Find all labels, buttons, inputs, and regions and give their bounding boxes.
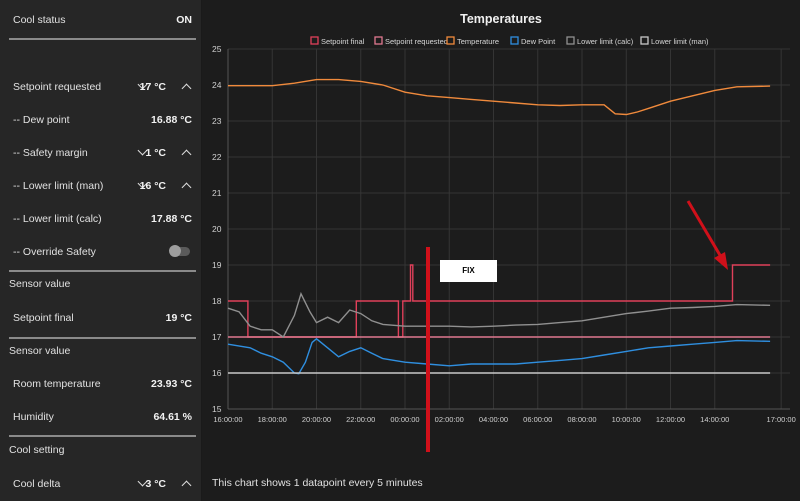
lower-limit-man-label: -- Lower limit (man) <box>13 180 104 192</box>
x-tick-label: 10:00:00 <box>612 415 641 424</box>
x-tick-label: 17:00:00 <box>767 415 796 424</box>
series-line-temperature <box>228 78 771 116</box>
chart-footnote: This chart shows 1 datapoint every 5 min… <box>212 477 423 489</box>
lower-limit-calc-value: 17.88 °C <box>151 213 192 225</box>
toggle-knob <box>169 245 181 257</box>
cool-status-label: Cool status <box>13 14 66 26</box>
legend-swatch <box>510 36 519 45</box>
x-tick-label: 12:00:00 <box>656 415 685 424</box>
series-line-dew-point <box>227 337 771 375</box>
cool-delta-label: Cool delta <box>13 478 61 490</box>
override-safety-row: -- Override Safety <box>0 239 202 265</box>
x-tick-label: 02:00:00 <box>435 415 464 424</box>
x-tick-label: 22:00:00 <box>346 415 375 424</box>
humidity-value: 64.61 % <box>153 411 192 423</box>
override-safety-toggle[interactable] <box>169 245 190 257</box>
cool-status-row: Cool status ON <box>0 7 202 33</box>
y-tick-label: 18 <box>212 296 222 306</box>
room-temperature-row: Room temperature 23.93 °C <box>0 371 202 397</box>
legend-label: Lower limit (man) <box>651 37 709 46</box>
dew-point-label: -- Dew point <box>13 114 70 126</box>
override-safety-label: -- Override Safety <box>13 246 96 258</box>
y-tick-label: 20 <box>212 224 222 234</box>
cool-status-value: ON <box>176 14 192 26</box>
setpoint-final-value: 19 °C <box>165 312 192 324</box>
y-tick-label: 23 <box>212 116 222 126</box>
chevron-up-icon[interactable] <box>181 182 192 193</box>
humidity-label: Humidity <box>13 411 54 423</box>
legend-label: Dew Point <box>521 37 556 46</box>
lower-limit-calc-label: -- Lower limit (calc) <box>13 213 102 225</box>
divider <box>9 38 196 40</box>
cool-delta-row: Cool delta 3 °C <box>0 471 202 497</box>
x-tick-label: 16:00:00 <box>213 415 242 424</box>
x-tick-label: 14:00:00 <box>700 415 729 424</box>
red-arrow-shaft <box>686 200 726 263</box>
divider <box>9 337 196 339</box>
sensor-value-heading: Sensor value <box>9 345 71 357</box>
legend-swatch <box>374 36 383 45</box>
settings-sidebar: Cool status ON Setpoint requested 17 °C … <box>0 0 202 501</box>
dew-point-value: 16.88 °C <box>151 114 192 126</box>
chevron-up-icon[interactable] <box>181 149 192 160</box>
chevron-up-icon[interactable] <box>181 83 192 94</box>
room-temperature-value: 23.93 °C <box>151 378 192 390</box>
setpoint-requested-row: Setpoint requested 17 °C <box>0 74 202 100</box>
x-tick-label: 20:00:00 <box>302 415 331 424</box>
x-tick-label: 06:00:00 <box>523 415 552 424</box>
temperature-chart-panel: Temperatures Setpoint final Setpoint requ… <box>202 0 800 501</box>
y-tick-label: 25 <box>212 44 222 54</box>
chevron-up-icon[interactable] <box>181 480 192 491</box>
chart-title: Temperatures <box>460 12 542 26</box>
legend-label: Setpoint final <box>321 37 365 46</box>
humidity-row: Humidity 64.61 % <box>0 404 202 430</box>
x-tick-label: 00:00:00 <box>390 415 419 424</box>
divider <box>9 435 196 437</box>
lower-limit-man-row: -- Lower limit (man) 16 °C <box>0 173 202 199</box>
y-tick-label: 19 <box>212 260 222 270</box>
y-tick-label: 21 <box>212 188 222 198</box>
lower-limit-calc-row: -- Lower limit (calc) 17.88 °C <box>0 206 202 232</box>
legend-label: Temperature <box>457 37 499 46</box>
y-tick-label: 17 <box>212 332 222 342</box>
legend-swatch <box>446 36 455 45</box>
lower-limit-man-value: 16 °C <box>139 180 166 192</box>
setpoint-requested-value: 17 °C <box>139 81 166 93</box>
legend-label: Setpoint requested <box>385 37 448 46</box>
x-tick-label: 18:00:00 <box>258 415 287 424</box>
dew-point-row: -- Dew point 16.88 °C <box>0 107 202 133</box>
x-tick-label: 04:00:00 <box>479 415 508 424</box>
red-arrow-head <box>714 252 728 270</box>
cool-delta-value: 3 °C <box>145 478 166 490</box>
safety-margin-row: -- Safety margin 1 °C <box>0 140 202 166</box>
y-tick-label: 22 <box>212 152 222 162</box>
series-line-lower-limit-calc- <box>227 291 771 339</box>
cool-setting-heading: Cool setting <box>9 444 65 456</box>
y-tick-label: 15 <box>212 404 222 414</box>
legend-swatch <box>640 36 649 45</box>
legend-swatch <box>566 36 575 45</box>
fix-annotation: FIX <box>440 260 497 282</box>
x-tick-label: 08:00:00 <box>567 415 596 424</box>
y-tick-label: 16 <box>212 368 222 378</box>
setpoint-requested-label: Setpoint requested <box>13 81 102 93</box>
divider <box>9 270 196 272</box>
temperature-chart: Setpoint final Setpoint requested Temperat… <box>212 36 796 452</box>
legend-label: Lower limit (calc) <box>577 37 634 46</box>
room-temperature-label: Room temperature <box>13 378 101 390</box>
setpoint-final-label: Setpoint final <box>13 312 74 324</box>
sensor-value-heading: Sensor value <box>9 278 71 290</box>
legend-swatch <box>310 36 319 45</box>
y-tick-label: 24 <box>212 80 222 90</box>
safety-margin-value: 1 °C <box>145 147 166 159</box>
safety-margin-label: -- Safety margin <box>13 147 88 159</box>
setpoint-final-row: Setpoint final 19 °C <box>0 305 202 331</box>
